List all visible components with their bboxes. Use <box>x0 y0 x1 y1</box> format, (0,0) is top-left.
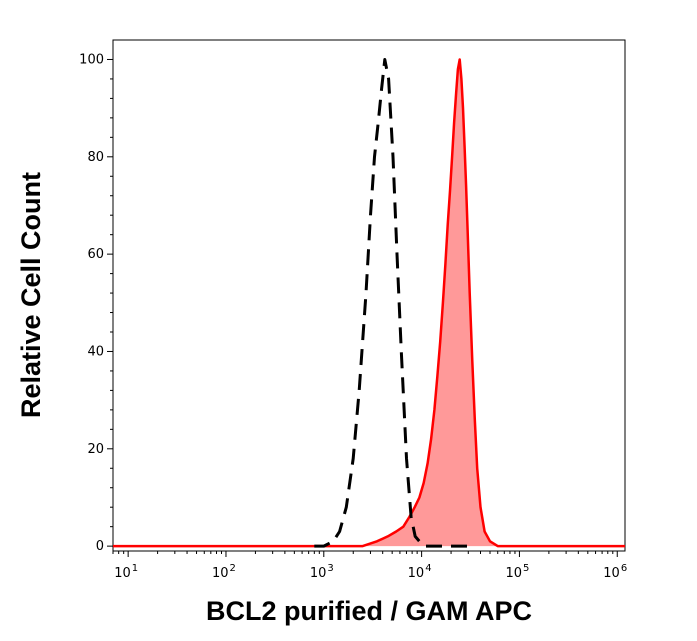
x-tick-label-100000: 105 <box>505 563 529 581</box>
x-tick-label-1000000: 106 <box>603 563 627 581</box>
x-tick-label-10000: 104 <box>408 563 432 581</box>
y-tick-label-20: 20 <box>87 442 104 457</box>
x-tick-base: 10 <box>212 566 229 581</box>
x-tick-label-1000: 103 <box>310 563 334 581</box>
x-axis-title: BCL2 purified / GAM APC <box>206 596 532 626</box>
x-tick-label-10: 101 <box>114 563 138 581</box>
plot-frame <box>112 39 626 552</box>
x-tick-exponent: 4 <box>425 563 431 574</box>
series-layer <box>113 58 625 548</box>
y-tick-label-0: 0 <box>96 539 104 554</box>
series-1-area <box>113 59 625 547</box>
x-tick-base: 10 <box>310 566 327 581</box>
y-tick-label-80: 80 <box>87 150 104 165</box>
x-tick-exponent: 3 <box>327 563 333 574</box>
x-tick-exponent: 2 <box>230 563 236 574</box>
series-0-line <box>314 58 475 548</box>
x-tick-base: 10 <box>114 566 131 581</box>
x-tick-base: 10 <box>408 566 425 581</box>
x-tick-exponent: 5 <box>523 563 529 574</box>
x-tick-base: 10 <box>603 566 620 581</box>
y-tick-label-60: 60 <box>87 247 104 262</box>
x-tick-exponent: 1 <box>132 563 138 574</box>
y-axis: 0 20 40 60 80 100 <box>79 52 113 554</box>
x-tick-exponent: 6 <box>621 563 627 574</box>
x-tick-label-100: 102 <box>212 563 236 581</box>
x-tick-base: 10 <box>505 566 522 581</box>
x-axis: 101 102 103 104 105 106 <box>112 551 627 581</box>
y-tick-label-40: 40 <box>87 344 104 359</box>
y-axis-title: Relative Cell Count <box>16 172 46 418</box>
series-1-line <box>113 58 625 548</box>
y-tick-label-100: 100 <box>79 52 104 67</box>
